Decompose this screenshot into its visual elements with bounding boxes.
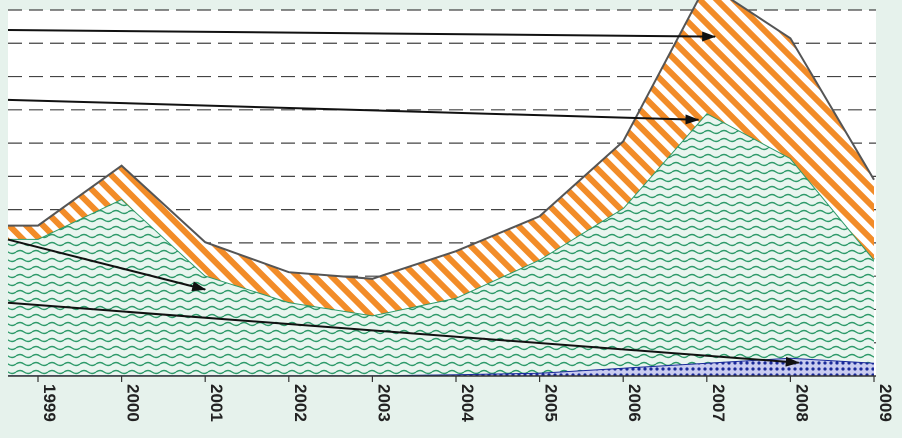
tick-label: 2004 [458, 384, 477, 422]
tick-label: 2000 [124, 384, 143, 422]
tick-label: 2002 [291, 384, 310, 422]
tick-label: 2009 [876, 384, 895, 422]
tick-label: 2003 [374, 384, 393, 422]
tick-label: 2001 [207, 384, 226, 422]
tick-label: 2005 [542, 384, 561, 422]
tick-label: 2008 [792, 384, 811, 422]
x-axis-ticks: 1999 2000 2001 2002 2003 2004 2005 2006 2007 2008… [38, 376, 895, 422]
tick-label: 2006 [625, 384, 644, 422]
tick-label: 1999 [40, 384, 59, 422]
tick-label: 2007 [709, 384, 728, 422]
